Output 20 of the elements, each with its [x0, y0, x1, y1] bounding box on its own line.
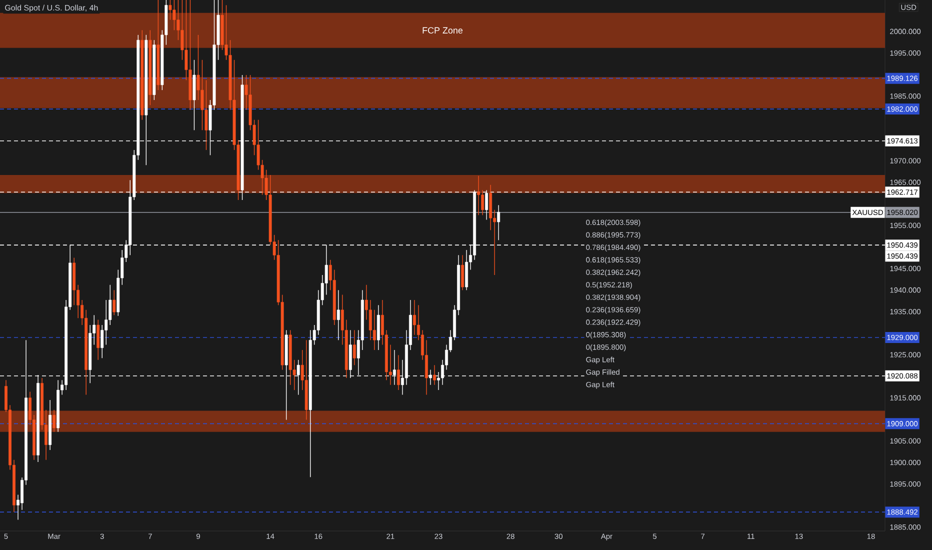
candlestick	[112, 290, 116, 316]
band-label: FCP Zone	[422, 27, 463, 34]
candlestick	[481, 190, 484, 216]
candlestick	[200, 60, 204, 131]
candlestick	[433, 364, 436, 386]
candlestick	[52, 410, 56, 432]
candlestick	[172, 0, 176, 31]
candlestick	[204, 80, 208, 150]
candlestick	[461, 254, 464, 290]
candlestick	[368, 300, 372, 340]
candlestick	[413, 300, 416, 336]
candlestick	[168, 0, 172, 20]
candlestick	[477, 176, 480, 216]
candlestick	[372, 310, 376, 350]
candlestick	[396, 354, 400, 390]
candlestick	[352, 330, 356, 366]
candlestick	[104, 300, 108, 346]
candlestick	[336, 290, 340, 340]
candlestick	[497, 204, 500, 240]
candlestick	[96, 319, 100, 360]
